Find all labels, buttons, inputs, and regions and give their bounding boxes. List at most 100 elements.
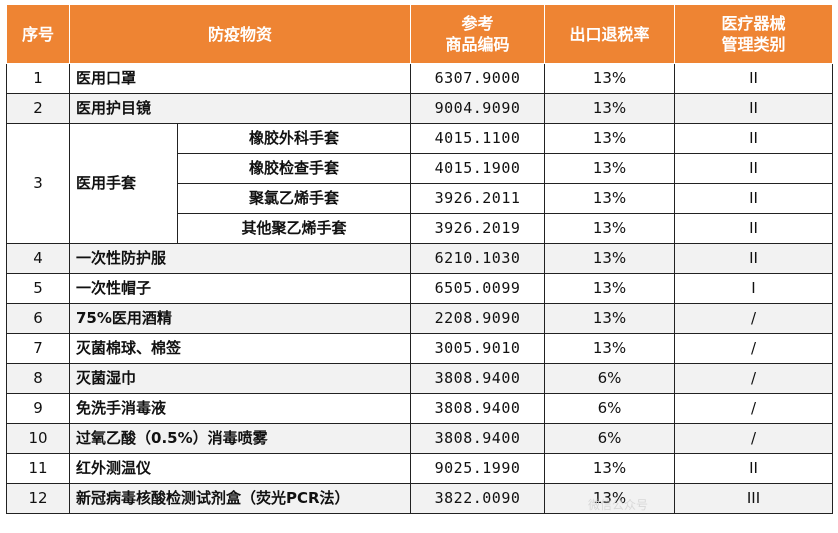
row-item: 一次性帽子 [68,273,412,304]
header-row: 序号 防疫物资 参考商品编码 出口退税率 医疗器械管理类别 [6,4,834,64]
header-class-line2: 管理类别 [721,35,786,54]
table-row: 2 医用护目镜 9004.9090 13% II [6,93,834,124]
table-row: 10 过氧乙酸（0.5%）消毒喷雾 3808.9400 6% / [6,423,834,454]
row-code: 3808.9400 [410,393,546,424]
row-no: 7 [6,333,70,364]
row-rate: 13% [544,63,676,94]
row-no: 11 [6,453,70,484]
row-class: / [674,363,834,394]
row-code: 9004.9090 [410,93,546,124]
row-no: 9 [6,393,70,424]
row-class: / [674,333,834,364]
row-class: II [674,453,834,484]
row-class: II [674,93,834,124]
table-row: 3 医用手套 橡胶外科手套 4015.1100 13% II [6,123,834,244]
row-item: 医用护目镜 [68,93,412,124]
row-item: 一次性防护服 [68,243,412,274]
row-rate: 13% [544,213,676,244]
row-code: 3005.9010 [410,333,546,364]
row-rate: 13% [544,123,676,154]
row-item: 灭菌湿巾 [68,363,412,394]
row-code: 3808.9400 [410,363,546,394]
table-row: 9 免洗手消毒液 3808.9400 6% / [6,393,834,424]
row-code: 4015.1900 [410,153,546,184]
row-item: 灭菌棉球、棉签 [68,333,412,364]
row-item: 过氧乙酸（0.5%）消毒喷雾 [68,423,412,454]
row-rate: 6% [544,363,676,394]
row-class: II [674,153,834,184]
header-code-line2: 商品编码 [445,35,510,54]
row-class: / [674,393,834,424]
header-class-line1: 医疗器械 [721,14,786,33]
header-class: 医疗器械 管理类别 [674,4,834,64]
row-rate: 13% [544,153,676,184]
row-item: 红外测温仪 [68,453,412,484]
row-item: 新冠病毒核酸检测试剂盒（荧光PCR法） [68,483,412,514]
row-rate: 13% [544,483,676,514]
table-row: 8 灭菌湿巾 3808.9400 6% / [6,363,834,394]
row-no: 1 [6,63,70,94]
row-code: 6307.9000 [410,63,546,94]
row-code: 3926.2011 [410,183,546,214]
row-code: 3808.9400 [410,423,546,454]
row-no: 6 [6,303,70,334]
row-code: 6210.1030 [410,243,546,274]
epidemic-supplies-table: 序号 防疫物资 参考 商品编码 出口退税率 医疗器械 管理类别 1 医用口罩 630… [6,4,834,514]
row-no: 12 [6,483,70,514]
row-class: II [674,243,834,274]
row-class: II [674,213,834,244]
row-rate: 13% [544,243,676,274]
header-code-line1: 参考 [461,14,494,33]
row-code: 3822.0090 [410,483,546,514]
row-class: II [674,63,834,94]
table-row: 12 新冠病毒核酸检测试剂盒（荧光PCR法） 3822.0090 13% III [6,483,834,514]
header-no: 序号 [6,4,70,64]
table-row: 聚氯乙烯手套 3926.2011 13% II [7,183,834,214]
row-no: 2 [6,93,70,124]
table-row: 4 一次性防护服 6210.1030 13% II [6,243,834,274]
row-class: / [674,303,834,334]
row-item: 75%医用酒精 [68,303,412,334]
row-rate: 13% [544,273,676,304]
row-rate: 6% [544,393,676,424]
row-code: 3926.2019 [410,213,546,244]
table-row: 11 红外测温仪 9025.1990 13% II [6,453,834,484]
sub-item-name: 聚氯乙烯手套 [176,183,412,214]
row-class: II [674,183,834,214]
row-rate: 6% [544,423,676,454]
table-row: 7 灭菌棉球、棉签 3005.9010 13% / [6,333,834,364]
row-class: III [674,483,834,514]
header-code: 参考 商品编码 [410,4,546,64]
row-no: 3 [6,123,70,244]
row-code: 4015.1100 [410,123,546,154]
row-rate: 13% [544,303,676,334]
row-code: 6505.0099 [410,273,546,304]
table-row: 6 75%医用酒精 2208.9090 13% / [6,303,834,334]
table-row: 橡胶检查手套 4015.1900 13% II [7,153,834,184]
row-no: 10 [6,423,70,454]
header-item: 防疫物资 [68,4,412,64]
row-rate: 13% [544,453,676,484]
row-class: II [674,123,834,154]
sub-item-name: 橡胶检查手套 [176,153,412,184]
table-row: 1 医用口罩 6307.9000 13% II [6,63,834,94]
watermark: 微信公众号 [588,498,649,512]
row-rate: 13% [544,183,676,214]
table-row: 5 一次性帽子 6505.0099 13% I [6,273,834,304]
row-code: 9025.1990 [410,453,546,484]
row-no: 4 [6,243,70,274]
sub-item-name: 其他聚乙烯手套 [176,213,412,244]
row-no: 5 [6,273,70,304]
row-class: I [674,273,834,304]
row-class: / [674,423,834,454]
row-code: 2208.9090 [410,303,546,334]
row-item: 医用口罩 [68,63,412,94]
row-item: 医用手套 [69,123,178,244]
sub-item-name: 橡胶外科手套 [176,123,412,154]
row-rate: 13% [544,93,676,124]
table-row: 其他聚乙烯手套 3926.2019 13% II [7,213,834,244]
row-rate: 13% [544,333,676,364]
header-rate: 出口退税率 [544,4,676,64]
row-no: 8 [6,363,70,394]
row-item: 免洗手消毒液 [68,393,412,424]
